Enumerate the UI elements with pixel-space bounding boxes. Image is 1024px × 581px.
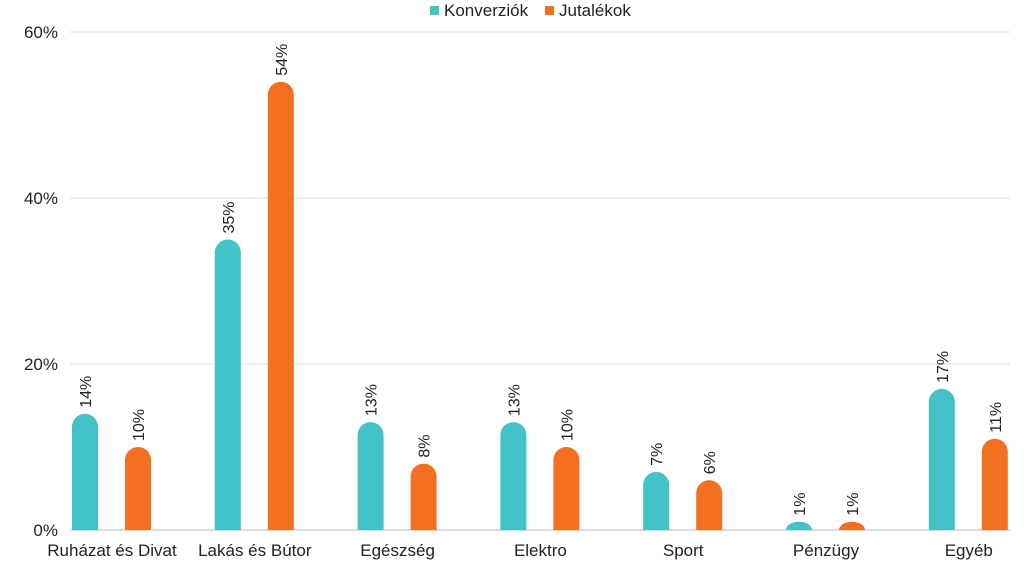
- data-label: 1%: [845, 493, 862, 516]
- y-tick-label: 60%: [24, 23, 58, 42]
- bar-jutalekok: [553, 447, 580, 530]
- gridlines: [70, 31, 1010, 531]
- y-tick-label: 40%: [24, 189, 58, 208]
- data-label: 1%: [792, 493, 809, 516]
- data-label: 17%: [935, 351, 952, 383]
- bar-jutalekok: [839, 521, 865, 530]
- data-label: 13%: [506, 384, 523, 416]
- bar-jutalekok: [125, 447, 151, 530]
- bar-jutalekok: [981, 438, 1008, 530]
- data-label: 54%: [274, 44, 291, 76]
- x-tick-label: Sport: [663, 541, 704, 560]
- x-tick-label: Ruházat és Divat: [47, 541, 177, 560]
- x-tick-label: Pénzügy: [793, 541, 860, 560]
- x-tick-label: Egészség: [360, 541, 435, 560]
- bar-konverziok: [72, 413, 98, 530]
- legend-swatch: [545, 6, 554, 15]
- bar-konverziok: [500, 422, 527, 530]
- bar-konverziok: [928, 388, 955, 530]
- legend: Konverziók Jutalékok: [430, 1, 631, 20]
- legend-swatch: [430, 6, 439, 15]
- x-tick-label: Egyéb: [945, 541, 993, 560]
- data-label: 10%: [131, 409, 148, 441]
- y-axis-ticks: 0% 20% 40% 60%: [24, 23, 58, 540]
- data-label: 8%: [417, 434, 434, 457]
- bars: 14% 10% 35% 54% 13% 8% 13% 10% 7% 6% 1% 1% 17% 11%: [72, 44, 1008, 531]
- y-tick-label: 20%: [24, 355, 58, 374]
- data-label: 13%: [364, 384, 381, 416]
- bar-konverziok: [357, 422, 384, 530]
- data-label: 11%: [988, 402, 1005, 433]
- bar-jutalekok: [267, 81, 294, 530]
- data-label: 14%: [78, 376, 95, 408]
- legend-label: Jutalékok: [559, 1, 631, 20]
- bar-jutalekok: [696, 480, 723, 530]
- bar-konverziok: [643, 471, 670, 530]
- x-axis-labels: Ruházat és Divat Lakás és Bútor Egészség El…: [47, 541, 993, 560]
- bar-jutalekok: [410, 463, 437, 530]
- data-label: 10%: [559, 409, 576, 441]
- legend-label: Konverziók: [444, 1, 529, 20]
- data-label: 6%: [702, 451, 719, 474]
- x-tick-label: Lakás és Bútor: [198, 541, 312, 560]
- data-label: 35%: [221, 201, 238, 233]
- bar-konverziok: [786, 521, 812, 530]
- y-tick-label: 0%: [33, 521, 58, 540]
- x-tick-label: Elektro: [514, 541, 567, 560]
- data-label: 7%: [649, 443, 666, 466]
- bar-konverziok: [214, 239, 241, 531]
